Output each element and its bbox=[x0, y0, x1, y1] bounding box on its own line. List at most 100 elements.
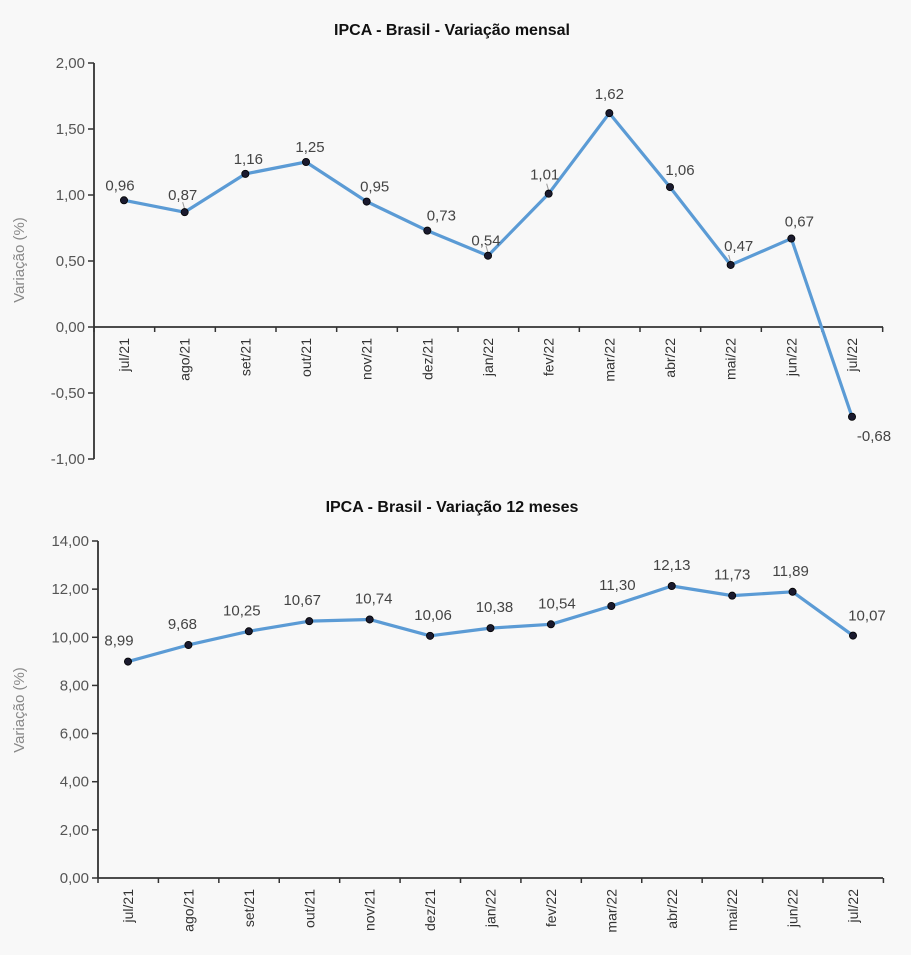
data-point bbox=[244, 627, 253, 636]
monthly-variation-chart: IPCA - Brasil - Variação mensal Variação… bbox=[11, 22, 891, 468]
x-tick-label: out/21 bbox=[298, 338, 314, 377]
y-tick-label: 2,00 bbox=[60, 822, 89, 839]
data-label: 10,67 bbox=[283, 592, 321, 609]
y-tick-label: 0,00 bbox=[60, 870, 89, 887]
data-label: 11,73 bbox=[714, 567, 750, 584]
data-label: 1,06 bbox=[665, 162, 694, 179]
data-label: 0,96 bbox=[105, 177, 134, 194]
series: 8,99 9,68 10,25 10,67 10,74 10,06 10,38 10,54 11… bbox=[104, 557, 886, 666]
chart-title: IPCA - Brasil - Variação 12 meses bbox=[326, 499, 579, 516]
data-point bbox=[120, 196, 129, 205]
x-tick-label: nov/21 bbox=[359, 338, 375, 380]
data-label: 1,62 bbox=[595, 86, 624, 103]
data-label: 0,87 bbox=[168, 187, 197, 204]
x-tick-label: jul/22 bbox=[845, 889, 861, 924]
label-leader-line bbox=[546, 183, 550, 191]
data-point bbox=[180, 208, 189, 217]
y-tick-label: 10,00 bbox=[51, 629, 89, 646]
y-tick-label: 4,00 bbox=[60, 774, 89, 791]
y-tick-label: 2,00 bbox=[56, 55, 85, 72]
data-label: 1,25 bbox=[295, 139, 324, 156]
x-tick-label: nov/21 bbox=[362, 889, 378, 931]
x-tick-label: jun/22 bbox=[783, 338, 799, 377]
x-tick-label: jan/22 bbox=[480, 338, 496, 377]
x-tick-label: mai/22 bbox=[724, 889, 740, 931]
data-point bbox=[726, 260, 735, 269]
y-tick-label: -1,00 bbox=[51, 451, 85, 468]
data-label: 9,68 bbox=[168, 616, 197, 633]
data-point bbox=[849, 631, 858, 640]
chart-title: IPCA - Brasil - Variação mensal bbox=[334, 22, 570, 39]
data-label: 10,54 bbox=[538, 595, 576, 612]
x-tick-label: dez/21 bbox=[419, 338, 435, 380]
data-point bbox=[426, 631, 435, 640]
data-label: 0,95 bbox=[360, 179, 389, 196]
label-leader-line bbox=[182, 202, 186, 210]
data-point bbox=[666, 183, 675, 192]
x-tick-label: ago/21 bbox=[180, 889, 196, 932]
data-label: 1,01 bbox=[530, 167, 559, 184]
y-tick-label: 6,00 bbox=[60, 726, 89, 743]
y-ticks: 2,00 1,50 1,00 0,50 0,00 -0,50 -1,00 bbox=[51, 55, 94, 468]
data-label: 11,30 bbox=[599, 577, 635, 594]
y-tick-label: -0,50 bbox=[51, 385, 85, 402]
x-tick-label: fev/22 bbox=[543, 889, 559, 927]
data-point bbox=[544, 189, 553, 198]
x-tick-label: jul/21 bbox=[120, 889, 136, 924]
data-point bbox=[546, 620, 555, 629]
x-tick-label: abr/22 bbox=[662, 338, 678, 378]
y-tick-label: 14,00 bbox=[51, 533, 89, 550]
data-point bbox=[486, 624, 495, 633]
x-tick-label: jul/22 bbox=[844, 338, 860, 373]
data-point bbox=[787, 234, 796, 243]
label-leader-line bbox=[728, 254, 732, 263]
x-tick-label: set/21 bbox=[241, 889, 257, 927]
data-point bbox=[362, 197, 371, 206]
data-point bbox=[423, 226, 432, 235]
y-tick-label: 0,00 bbox=[56, 319, 85, 336]
x-tick-labels: jul/21 ago/21 set/21 out/21 nov/21 dez/21 jan/… bbox=[116, 338, 860, 382]
data-point bbox=[848, 412, 857, 421]
y-ticks: 14,00 12,00 10,00 8,00 6,00 4,00 2,00 0,00 bbox=[51, 533, 98, 887]
data-point bbox=[365, 615, 374, 624]
data-point bbox=[483, 251, 492, 260]
data-label: 0,67 bbox=[785, 214, 814, 231]
data-label: 8,99 bbox=[104, 633, 133, 650]
data-label: 10,38 bbox=[476, 599, 514, 616]
y-tick-label: 1,00 bbox=[56, 187, 85, 204]
label-leader-line bbox=[485, 245, 489, 253]
data-label: 0,73 bbox=[427, 208, 456, 225]
axes bbox=[97, 541, 885, 883]
data-label: 10,74 bbox=[355, 590, 393, 607]
series-line bbox=[127, 584, 854, 664]
data-label: 10,06 bbox=[414, 607, 452, 624]
data-label: 0,54 bbox=[471, 233, 500, 250]
x-tick-label: set/21 bbox=[237, 338, 253, 376]
data-label: 0,47 bbox=[724, 238, 753, 255]
x-tick-label: mar/22 bbox=[601, 338, 617, 382]
data-label: 10,25 bbox=[223, 602, 261, 619]
axes bbox=[93, 63, 884, 459]
data-label: 1,16 bbox=[234, 151, 263, 168]
twelve-month-variation-chart: IPCA - Brasil - Variação 12 meses Variaç… bbox=[11, 499, 886, 933]
data-label: -0,68 bbox=[857, 428, 891, 445]
y-tick-label: 8,00 bbox=[60, 677, 89, 694]
x-tick-label: out/21 bbox=[301, 889, 317, 928]
y-axis-label: Variação (%) bbox=[11, 667, 28, 753]
data-point bbox=[184, 640, 193, 649]
data-label: 12,13 bbox=[653, 557, 691, 574]
y-axis-label: Variação (%) bbox=[11, 217, 28, 303]
x-tick-labels: jul/21 ago/21 set/21 out/21 nov/21 dez/21 jan/… bbox=[120, 889, 861, 933]
data-point bbox=[607, 601, 616, 610]
y-tick-label: 0,50 bbox=[56, 253, 85, 270]
data-point bbox=[124, 657, 133, 666]
x-tick-label: ago/21 bbox=[177, 338, 193, 381]
data-point bbox=[788, 587, 797, 596]
x-tick-label: jan/22 bbox=[483, 889, 499, 928]
y-tick-label: 12,00 bbox=[51, 581, 89, 598]
data-label: 10,07 bbox=[848, 608, 886, 625]
x-tick-label: dez/21 bbox=[422, 889, 438, 931]
x-tick-label: fev/22 bbox=[541, 338, 557, 376]
x-tick-label: jun/22 bbox=[785, 889, 801, 928]
